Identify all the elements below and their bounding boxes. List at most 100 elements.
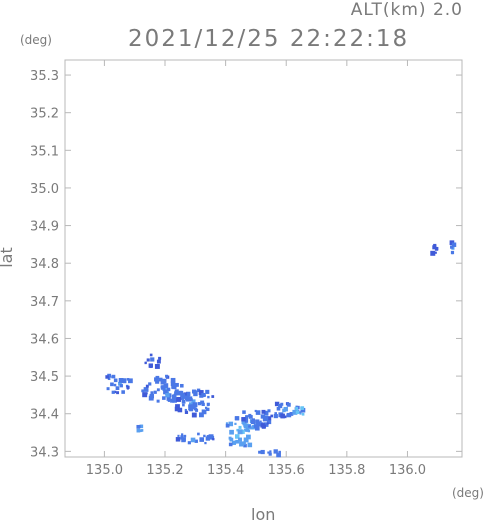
echo-cell	[283, 415, 287, 419]
echo-cell	[190, 398, 193, 401]
echo-cell	[212, 437, 215, 441]
echo-cell	[177, 407, 183, 413]
echo-region-north-tuft	[144, 353, 162, 369]
echo-cell	[148, 382, 152, 386]
echo-region-south-dot	[136, 424, 144, 433]
echo-cell	[155, 379, 160, 384]
echo-region-central-band-2	[174, 388, 215, 418]
echo-cell	[239, 441, 245, 447]
echo-cell	[166, 396, 171, 401]
echo-cell	[198, 390, 204, 395]
echo-cell	[250, 419, 256, 425]
echo-cell	[237, 429, 243, 435]
echo-cell	[172, 384, 177, 390]
echo-region-core-south-2	[241, 409, 272, 429]
echo-region-south-edge	[258, 449, 281, 458]
y-tick-label: 34.7	[30, 295, 59, 310]
echo-cell	[121, 390, 125, 394]
echo-cell	[263, 415, 269, 421]
echo-cell	[248, 413, 252, 417]
echo-cell	[113, 383, 117, 387]
echo-cell	[203, 434, 206, 438]
x-tick-label: 135.4	[207, 463, 244, 478]
echo-region-south-streak	[175, 432, 215, 445]
echo-cell	[229, 429, 234, 435]
echo-cell	[299, 412, 302, 415]
echo-region-central-band	[141, 374, 191, 403]
echo-cell	[248, 415, 253, 419]
echo-cell	[170, 398, 175, 403]
echo-cell	[301, 412, 305, 416]
echo-region-far-east-bar	[449, 240, 457, 255]
echo-cell	[186, 391, 191, 397]
echo-cell	[167, 399, 171, 402]
echo-cell	[154, 363, 160, 369]
echo-cell	[234, 434, 240, 439]
echo-cell	[198, 412, 204, 418]
echo-cell	[206, 403, 210, 407]
echo-cell	[228, 421, 234, 427]
echo-cell	[259, 420, 262, 423]
echo-cell	[181, 399, 186, 404]
echo-cell	[296, 405, 300, 410]
timestamp-title: 2021/12/25 22:22:18	[128, 26, 410, 52]
echo-cell	[267, 451, 270, 454]
echo-cell	[150, 357, 155, 362]
echo-cell	[273, 414, 278, 419]
echo-cell	[139, 424, 144, 429]
echo-cell	[190, 437, 196, 443]
y-tick-label: 34.4	[30, 408, 59, 423]
echo-cell	[289, 412, 294, 416]
echo-cell	[211, 395, 215, 398]
echo-cell	[106, 387, 110, 391]
echo-cell	[263, 422, 269, 427]
echo-cell	[138, 425, 141, 428]
echo-cell	[229, 437, 234, 442]
echo-cell	[254, 409, 257, 413]
echo-cell	[181, 437, 186, 442]
echo-cell	[145, 384, 149, 388]
lon-unit-label: (deg)	[452, 486, 484, 500]
echo-cell	[286, 412, 292, 418]
echo-cell	[172, 398, 177, 403]
echo-cell	[188, 402, 193, 406]
echo-cell	[177, 434, 180, 437]
echo-cell	[231, 440, 236, 445]
x-tick-label: 135.6	[268, 463, 305, 478]
echo-cell	[278, 450, 281, 454]
echo-cell	[242, 410, 246, 414]
echo-cell	[144, 361, 147, 364]
echo-cell	[119, 384, 123, 388]
echo-cell	[162, 396, 166, 400]
echo-cell	[278, 403, 283, 409]
echo-cell	[432, 245, 437, 250]
echo-cell	[181, 433, 184, 436]
echo-cell	[264, 410, 269, 416]
echo-cell	[300, 407, 306, 413]
echo-cell	[286, 402, 291, 407]
echo-cell	[292, 409, 298, 415]
echo-cell	[136, 428, 141, 433]
echo-cell	[266, 422, 269, 425]
echo-cell	[175, 437, 181, 442]
echo-cell	[193, 391, 198, 397]
echo-region-east-tip	[292, 406, 305, 416]
echo-cell	[118, 381, 122, 386]
echo-cell	[146, 358, 150, 362]
echo-cell	[189, 396, 193, 399]
echo-cell	[242, 441, 246, 445]
echo-cell	[236, 428, 239, 432]
echo-cell	[242, 420, 247, 425]
altitude-label: ALT(km) 2.0	[350, 0, 463, 20]
echo-cell	[246, 434, 251, 440]
echo-cell	[268, 452, 272, 456]
x-tick-label: 136.0	[389, 463, 426, 478]
echo-cell	[174, 391, 179, 396]
echo-cell	[188, 404, 192, 408]
y-tick-label: 34.3	[30, 445, 59, 460]
echo-cell	[149, 353, 153, 357]
echo-cell	[180, 383, 184, 388]
echo-cell	[261, 424, 266, 429]
echo-cell	[204, 441, 207, 445]
